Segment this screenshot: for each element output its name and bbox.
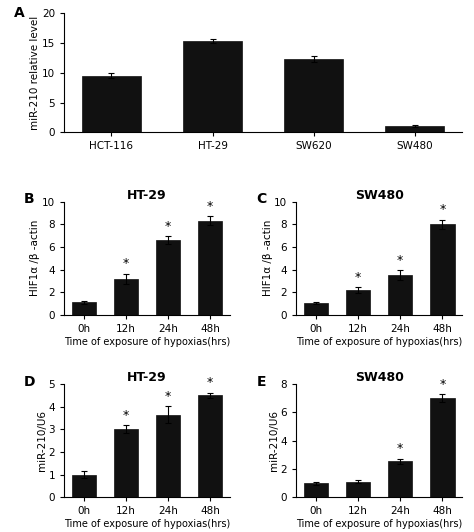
Bar [388,275,412,315]
Bar [114,279,138,315]
Bar [430,398,455,497]
X-axis label: Time of exposure of hypoxias(hrs): Time of exposure of hypoxias(hrs) [64,337,230,347]
Bar [72,302,96,315]
Bar [198,395,222,497]
Text: *: * [165,389,171,403]
Text: E: E [256,375,266,389]
Text: *: * [207,200,213,213]
Text: *: * [123,257,129,270]
Bar [346,482,370,497]
Bar [72,475,96,497]
Bar [156,414,180,497]
Y-axis label: miR-210/U6: miR-210/U6 [269,410,279,471]
Title: SW480: SW480 [355,188,404,202]
Text: *: * [207,376,213,389]
Bar [82,76,141,132]
Bar [183,41,242,132]
Text: *: * [397,254,403,267]
Text: B: B [24,193,35,206]
Y-axis label: miR-210/U6: miR-210/U6 [37,410,47,471]
Bar [284,59,343,132]
Bar [385,126,444,132]
Bar [198,221,222,315]
Text: D: D [24,375,36,389]
Bar [430,224,455,315]
X-axis label: Time of exposure of hypoxias(hrs): Time of exposure of hypoxias(hrs) [296,519,462,529]
Text: *: * [123,409,129,422]
Y-axis label: HIF1α /β -actin: HIF1α /β -actin [30,220,40,296]
Text: *: * [165,220,171,232]
Bar [304,483,328,497]
Title: SW480: SW480 [355,371,404,384]
Text: *: * [439,378,446,390]
Text: A: A [14,6,25,20]
Title: HT-29: HT-29 [127,188,167,202]
Bar [304,303,328,315]
Bar [346,290,370,315]
Bar [388,461,412,497]
Text: *: * [397,442,403,455]
Bar [156,240,180,315]
Text: *: * [355,271,361,284]
Bar [114,429,138,497]
Y-axis label: miR-210 relative level: miR-210 relative level [30,16,40,130]
Text: C: C [256,193,267,206]
Y-axis label: HIF1α /β -actin: HIF1α /β -actin [263,220,273,296]
Title: HT-29: HT-29 [127,371,167,384]
X-axis label: Time of exposure of hypoxias(hrs): Time of exposure of hypoxias(hrs) [64,519,230,529]
X-axis label: Time of exposure of hypoxias(hrs): Time of exposure of hypoxias(hrs) [296,337,462,347]
Text: *: * [439,203,446,216]
